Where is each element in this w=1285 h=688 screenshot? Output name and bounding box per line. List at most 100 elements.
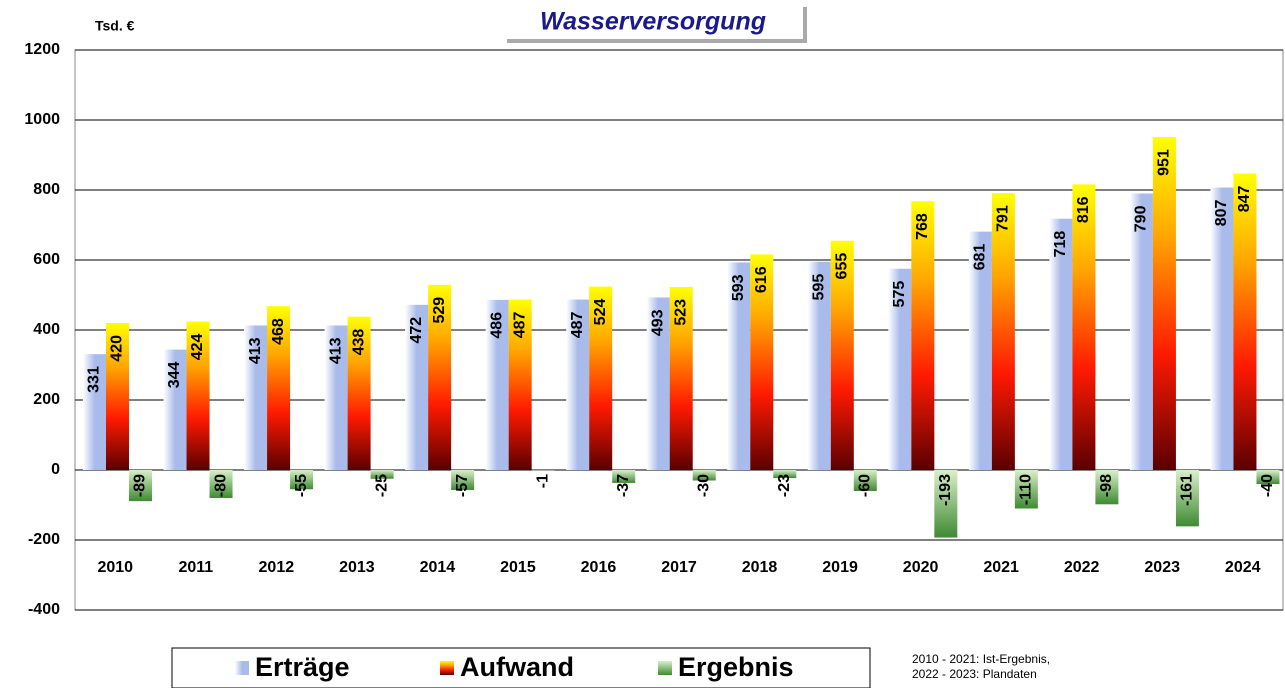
x-tick-label: 2016	[581, 559, 617, 576]
data-label: -89	[132, 474, 149, 497]
data-label: 616	[753, 266, 770, 293]
data-label: 524	[592, 299, 609, 326]
legend-swatch	[658, 661, 672, 675]
bar	[83, 354, 106, 470]
x-tick-label: 2017	[661, 559, 697, 576]
bar	[428, 284, 452, 470]
y-tick-label: 400	[33, 321, 60, 338]
data-label: 420	[109, 335, 126, 362]
data-label: 493	[649, 309, 666, 336]
bar	[888, 268, 912, 470]
bar	[451, 470, 475, 490]
legend-swatch	[235, 661, 249, 675]
bar	[589, 286, 613, 470]
data-label: 424	[189, 334, 206, 361]
data-label: 472	[408, 317, 425, 344]
bar	[773, 470, 797, 479]
data-label: 487	[569, 311, 586, 338]
x-tick-label: 2021	[983, 559, 1019, 576]
y-tick-label: 200	[33, 391, 60, 408]
data-label: 816	[1075, 196, 1092, 223]
data-label: 951	[1156, 149, 1173, 176]
data-label: 790	[1133, 205, 1150, 232]
bar	[911, 201, 935, 470]
bar	[485, 299, 509, 470]
bar	[106, 323, 129, 470]
legend-label: Aufwand	[460, 652, 574, 682]
bar	[1095, 470, 1119, 505]
bar	[968, 231, 992, 470]
data-label: -57	[454, 474, 471, 497]
title-box	[503, 3, 803, 39]
x-tick-label: 2024	[1225, 559, 1261, 576]
bar	[807, 261, 831, 470]
x-tick-label: 2014	[420, 559, 456, 576]
data-label: 655	[834, 253, 851, 280]
bar	[347, 316, 371, 470]
legend-label: Ergebnis	[678, 652, 794, 682]
data-label: -1	[534, 474, 551, 488]
bar	[1175, 470, 1199, 527]
chart-title: Wasserversorgung	[540, 8, 766, 36]
bar	[370, 470, 394, 479]
data-label: 487	[511, 311, 528, 338]
data-label: 529	[431, 297, 448, 324]
bar	[405, 304, 429, 470]
legend	[171, 647, 871, 688]
data-label: 593	[730, 274, 747, 301]
data-label: 575	[891, 281, 908, 308]
data-label: 681	[972, 244, 989, 271]
data-label: 768	[914, 213, 931, 240]
y-tick-label: 1000	[24, 111, 60, 128]
x-tick-label: 2011	[178, 559, 213, 576]
data-label: 468	[270, 318, 287, 345]
y-tick-label: 800	[33, 181, 60, 198]
data-label: 344	[166, 362, 183, 389]
bar	[186, 321, 210, 470]
bar	[244, 325, 268, 470]
y-tick-label: -200	[28, 531, 60, 548]
x-tick-label: 2012	[259, 559, 295, 576]
bar	[830, 240, 854, 470]
legend-label: Erträge	[255, 652, 350, 682]
bar	[612, 470, 636, 483]
bar	[508, 299, 532, 470]
x-tick-label: 2019	[822, 559, 858, 576]
x-tick-label: 2013	[339, 559, 375, 576]
data-label: 413	[327, 337, 344, 364]
x-tick-label: 2022	[1064, 559, 1100, 576]
data-label: 438	[350, 329, 367, 356]
data-label: -193	[937, 474, 954, 506]
bar	[566, 299, 590, 470]
bar	[1210, 187, 1234, 471]
bar	[934, 470, 958, 538]
data-label: 331	[86, 366, 103, 393]
bar	[267, 306, 291, 470]
bar	[290, 470, 314, 490]
bar	[163, 349, 187, 470]
data-label: 595	[811, 274, 828, 301]
bar	[209, 470, 233, 498]
bar	[853, 470, 877, 491]
bar	[324, 325, 348, 470]
data-label: 413	[247, 337, 264, 364]
y-tick-label: -400	[28, 601, 60, 618]
bar	[1152, 137, 1176, 470]
x-tick-label: 2010	[97, 559, 133, 576]
data-label: -55	[293, 474, 310, 497]
y-tick-label: 0	[51, 461, 60, 478]
data-label: -98	[1098, 474, 1115, 497]
y-axis-label: Tsd. €	[95, 18, 135, 34]
bar	[1014, 470, 1038, 509]
data-label: -30	[695, 474, 712, 497]
data-label: -23	[776, 474, 793, 497]
y-tick-label: 600	[33, 251, 60, 268]
annotation: 2022 - 2023: Plandaten	[912, 667, 1037, 681]
x-tick-label: 2018	[742, 559, 778, 576]
x-tick-label: 2015	[500, 559, 536, 576]
y-tick-label: 1200	[24, 41, 60, 58]
bar	[646, 297, 670, 470]
data-label: 523	[672, 299, 689, 326]
data-label: -40	[1259, 474, 1276, 497]
data-label: -37	[615, 474, 632, 497]
